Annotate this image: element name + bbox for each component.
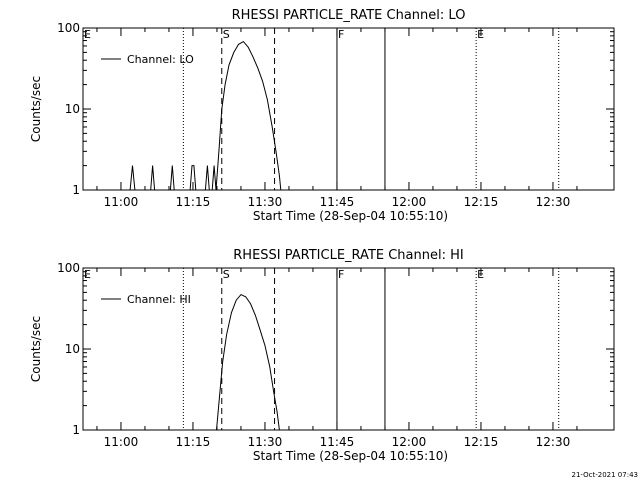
x-tick-label: 12:30 <box>536 435 571 449</box>
legend-label: Channel: HI <box>127 293 191 306</box>
x-tick-label: 11:15 <box>176 435 211 449</box>
y-tick-label: 1 <box>72 183 80 197</box>
x-tick-label: 11:15 <box>176 195 211 209</box>
time-marker-label: F <box>338 28 344 41</box>
x-tick-label: 12:15 <box>464 195 499 209</box>
time-marker-label: E <box>84 28 91 41</box>
x-tick-label: 12:30 <box>536 195 571 209</box>
chart-title: RHESSI PARTICLE_RATE Channel: LO <box>232 8 466 23</box>
series-line <box>129 40 282 190</box>
footer-timestamp: 21-Oct-2021 07:43 <box>572 471 638 479</box>
x-tick-label: 12:15 <box>464 435 499 449</box>
chart-panel-2: RHESSI PARTICLE_RATE Channel: HIESFE11:0… <box>29 248 615 463</box>
y-axis-label: Counts/sec <box>29 316 43 382</box>
y-tick-label: 10 <box>65 342 80 356</box>
series-line <box>216 293 280 430</box>
x-tick-label: 11:00 <box>104 195 139 209</box>
x-tick-label: 11:30 <box>248 435 283 449</box>
x-tick-label: 11:00 <box>104 435 139 449</box>
time-marker-label: F <box>338 268 344 281</box>
x-axis-label: Start Time (28-Sep-04 10:55:10) <box>253 209 448 223</box>
y-tick-label: 1 <box>72 423 80 437</box>
x-tick-label: 11:45 <box>320 195 355 209</box>
x-tick-label: 12:00 <box>392 435 427 449</box>
time-marker-label: E <box>84 268 91 281</box>
y-tick-label: 100 <box>57 261 80 275</box>
chart-panel-1: RHESSI PARTICLE_RATE Channel: LOESFE11:0… <box>29 8 615 223</box>
x-axis-label: Start Time (28-Sep-04 10:55:10) <box>253 449 448 463</box>
time-marker-label: S <box>223 268 230 281</box>
legend-label: Channel: LO <box>127 53 194 66</box>
y-tick-label: 100 <box>57 21 80 35</box>
x-tick-label: 12:00 <box>392 195 427 209</box>
x-tick-label: 11:45 <box>320 435 355 449</box>
y-tick-label: 10 <box>65 102 80 116</box>
chart-title: RHESSI PARTICLE_RATE Channel: HI <box>233 248 463 263</box>
time-marker-label: S <box>223 28 230 41</box>
y-axis-label: Counts/sec <box>29 76 43 142</box>
x-tick-label: 11:30 <box>248 195 283 209</box>
